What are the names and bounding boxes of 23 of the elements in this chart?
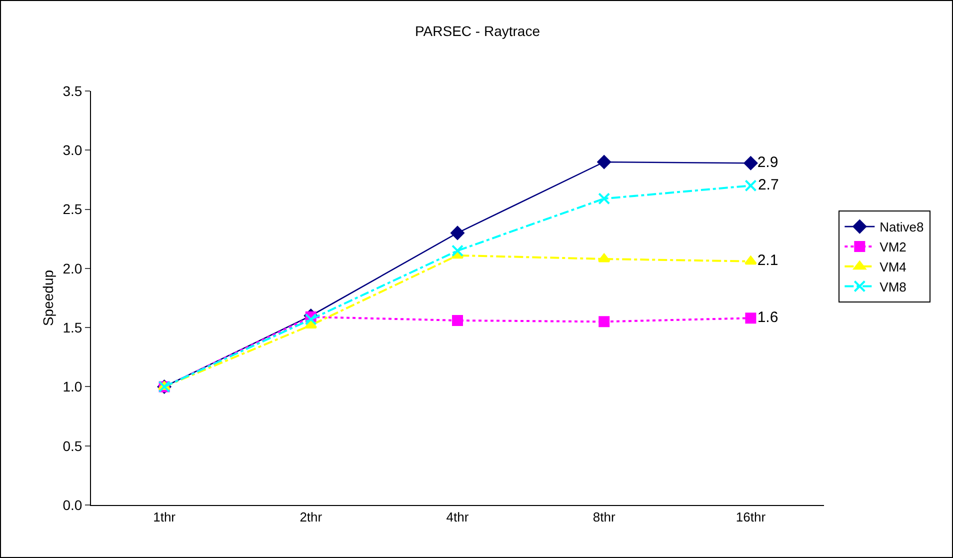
y-tick-label: 2.0 (62, 260, 82, 276)
data-label: 2.9 (757, 154, 778, 171)
legend-label: VM8 (880, 279, 906, 294)
y-tick-label: 0.0 (62, 496, 82, 513)
y-tick-label: 3.0 (62, 142, 82, 158)
y-tick-label: 2.5 (62, 201, 82, 218)
y-tick-label: 3.5 (62, 82, 82, 99)
x-tick-label: 1thr (153, 510, 176, 525)
chart-title: PARSEC - Raytrace (415, 22, 540, 39)
x-tick-label: 2thr (300, 510, 323, 525)
legend-label: VM4 (880, 259, 906, 274)
y-tick-label: 1.5 (62, 319, 82, 336)
legend-label: VM2 (880, 240, 906, 255)
y-axis-title: Speedup (40, 270, 56, 326)
x-tick-label: 4thr (446, 510, 470, 525)
x-tick-label: 8thr (592, 510, 616, 525)
x-tick-label: 16thr (736, 510, 766, 525)
data-label: 1.6 (757, 308, 778, 326)
data-label: 2.1 (757, 252, 778, 270)
legend-label: Native8 (880, 220, 924, 235)
y-tick-label: 1.0 (62, 378, 82, 395)
data-label: 2.7 (758, 176, 779, 194)
y-tick-label: 0.5 (62, 438, 82, 454)
